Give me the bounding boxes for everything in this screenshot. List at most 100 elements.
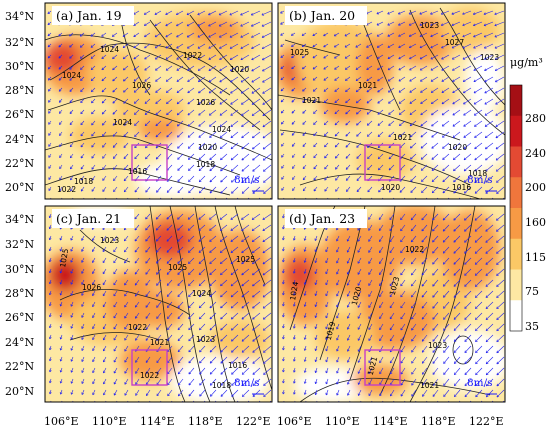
wind-arrow-head <box>263 383 266 386</box>
wind-arrow <box>92 378 96 384</box>
wind-arrow-head <box>314 381 318 385</box>
wind-arrow-head <box>485 339 489 343</box>
wind-arrow-head <box>368 371 371 374</box>
wind-arrow <box>473 10 483 15</box>
wind-arrow <box>485 153 494 161</box>
wind-arrow <box>92 301 96 307</box>
wind-arrow-head <box>124 360 127 363</box>
wind-arrow-head <box>166 90 169 93</box>
wind-arrow-head <box>81 337 84 340</box>
wind-arrow <box>494 43 505 49</box>
wind-arrow-head <box>453 284 457 287</box>
wind-arrow-head <box>251 124 255 128</box>
wind-arrow <box>379 334 384 341</box>
wind-arrow <box>420 153 428 160</box>
wind-arrow <box>366 98 373 104</box>
wind-arrow-head <box>241 113 244 116</box>
wind-arrow <box>474 109 483 116</box>
wind-arrow-head <box>325 293 328 297</box>
wind-arrow <box>345 87 351 92</box>
wind-arrow <box>60 323 63 329</box>
wind-arrow-head <box>379 393 382 397</box>
wind-arrow <box>336 246 340 253</box>
wind-arrow <box>282 367 285 373</box>
wind-arrow-head <box>262 68 265 72</box>
wind-arrow-head <box>292 304 296 307</box>
wind-arrow-head <box>464 317 467 320</box>
wind-arrow-head <box>113 167 116 170</box>
wind-arrow <box>398 87 406 93</box>
wind-arrow <box>262 65 272 72</box>
wind-arrow <box>462 10 472 15</box>
wind-arrow-head <box>91 89 94 93</box>
wind-arrow <box>198 109 206 116</box>
wind-arrow-head <box>282 248 285 252</box>
wind-arrow-head <box>281 155 284 158</box>
wind-arrow <box>134 131 140 137</box>
wind-arrow-head <box>156 294 159 297</box>
wind-arrow <box>282 345 285 351</box>
wind-arrow-head <box>314 348 318 351</box>
wind-arrow-head <box>92 304 95 307</box>
wind-arrow <box>113 356 118 363</box>
wind-arrow <box>91 76 96 81</box>
wind-arrow <box>241 345 250 353</box>
wind-arrow-head <box>379 283 382 286</box>
wind-arrow-head <box>92 200 94 202</box>
wind-arrow <box>101 65 107 70</box>
wind-arrow-head <box>124 271 127 275</box>
wind-arrow <box>209 131 217 138</box>
wind-arrow-head <box>495 102 498 105</box>
svg-text:1023: 1023 <box>196 335 215 344</box>
wind-arrow-head <box>473 90 477 94</box>
wind-arrow <box>92 246 96 252</box>
wind-arrow-head <box>59 391 63 395</box>
wind-arrow-head <box>314 304 318 307</box>
wind-arrow-head <box>59 369 63 373</box>
wind-arrow <box>379 378 384 386</box>
wind-arrow <box>134 153 140 160</box>
wind-arrow <box>263 153 272 161</box>
wind-arrow-head <box>389 371 393 375</box>
wind-arrow-head <box>91 238 95 241</box>
wind-arrow <box>113 323 118 330</box>
wind-arrow <box>400 268 406 276</box>
colorbar-swatch <box>510 300 522 332</box>
wind-arrow <box>291 142 296 147</box>
wind-arrow-head <box>58 89 62 92</box>
wind-arrow-head <box>410 217 414 221</box>
wind-arrow-head <box>377 134 381 137</box>
wind-arrow-head <box>443 383 446 386</box>
wind-arrow <box>49 290 52 296</box>
wind-arrow <box>411 290 417 298</box>
wind-arrow-head <box>462 57 466 60</box>
wind-arrow-head <box>377 67 380 71</box>
wind-arrow <box>219 65 228 72</box>
wind-arrow <box>241 131 250 139</box>
wind-arrow-head <box>113 238 116 242</box>
wind-arrow-head <box>357 250 361 253</box>
wind-arrow-head <box>154 12 158 15</box>
wind-arrow <box>409 87 417 93</box>
wind-arrow <box>48 186 52 191</box>
wind-arrow <box>124 279 129 286</box>
svg-text:32°N: 32°N <box>5 238 34 251</box>
wind-arrow <box>474 175 483 183</box>
wind-arrow <box>134 290 140 297</box>
wind-arrow <box>485 175 494 183</box>
wind-arrow-head <box>441 124 445 127</box>
wind-arrow <box>177 345 184 353</box>
wind-arrow <box>79 32 85 37</box>
wind-arrow-head <box>79 34 83 37</box>
wind-arrow <box>293 334 296 340</box>
wind-arrow <box>485 279 494 287</box>
wind-arrow-head <box>133 56 137 60</box>
wind-arrow-head <box>240 12 243 16</box>
wind-arrow-head <box>473 23 476 27</box>
wind-arrow <box>102 312 107 319</box>
wind-arrow <box>165 32 173 38</box>
wind-arrow <box>69 142 74 148</box>
wind-arrow <box>281 120 285 125</box>
wind-arrow <box>251 213 261 220</box>
wind-arrow-head <box>252 191 256 194</box>
